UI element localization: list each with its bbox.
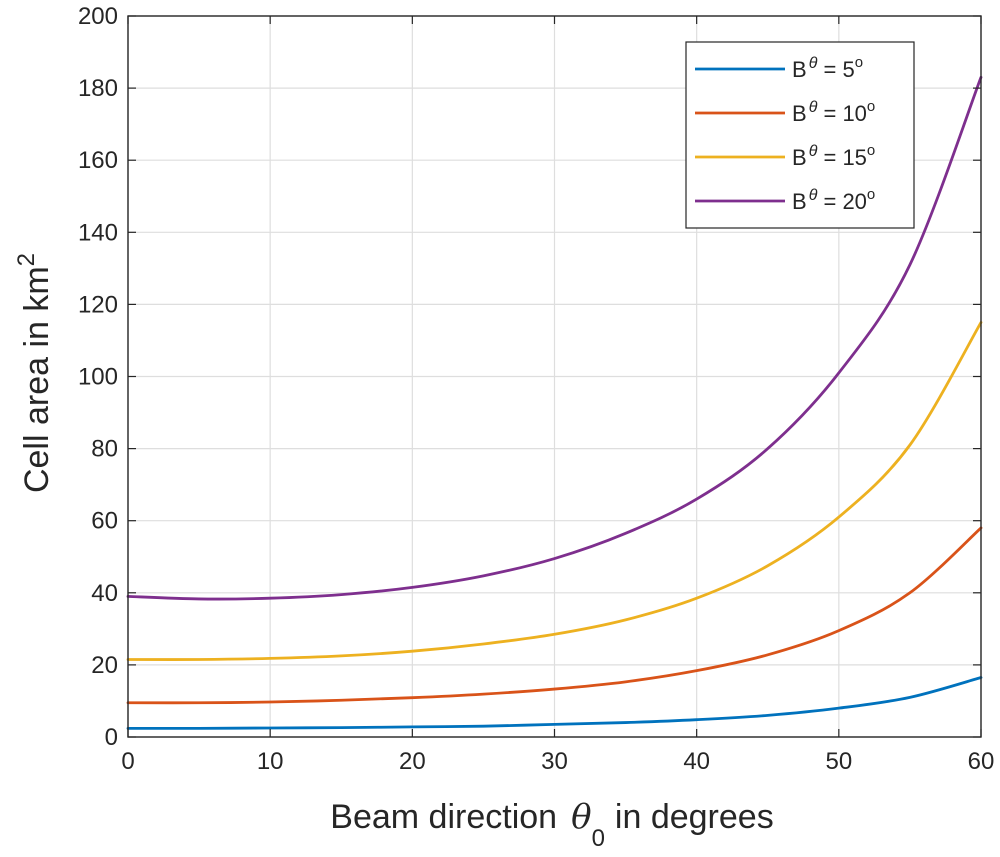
y-axis-title-superscript: 2	[13, 253, 40, 266]
x-axis-title-subscript: 0	[592, 825, 605, 852]
series-layer	[126, 75, 983, 730]
y-tick-label: 160	[78, 147, 118, 174]
legend-box	[685, 41, 915, 229]
y-tick-label: 120	[78, 291, 118, 318]
series-line-3	[126, 321, 983, 661]
y-tick-label: 140	[78, 219, 118, 246]
y-tick-label: 100	[78, 364, 118, 391]
y-tick-label: 40	[91, 580, 118, 607]
x-axis-title-suffix: in degrees	[615, 798, 774, 836]
x-tick-label: 20	[399, 748, 426, 775]
series-line-1	[126, 676, 983, 730]
axis-ticks: 0 10 20 30 40 50 60 0 20 40 60 80 100 120 140 160 180 200	[78, 3, 994, 775]
x-axis-title: Beam direction θ0 in degrees	[330, 797, 773, 852]
x-axis-title-symbol: θ	[571, 797, 591, 837]
x-tick-label: 50	[825, 748, 852, 775]
x-tick-label: 60	[968, 748, 995, 775]
x-tick-label: 0	[121, 748, 134, 775]
y-tick-label: 60	[91, 508, 118, 535]
x-tick-label: 40	[683, 748, 710, 775]
x-axis-title-text: Beam direction	[330, 798, 557, 836]
y-tick-label: 200	[78, 3, 118, 30]
y-axis-title-text: Cell area in km	[18, 266, 56, 493]
x-tick-label: 10	[257, 748, 284, 775]
y-axis-title: Cell area in km2	[13, 253, 56, 493]
series-line-2	[126, 526, 983, 705]
y-tick-label: 80	[91, 436, 118, 463]
series-line-4	[126, 75, 983, 601]
x-tick-label: 30	[541, 748, 568, 775]
y-tick-label: 180	[78, 75, 118, 102]
y-tick-label: 0	[105, 724, 118, 751]
y-tick-label: 20	[91, 652, 118, 679]
